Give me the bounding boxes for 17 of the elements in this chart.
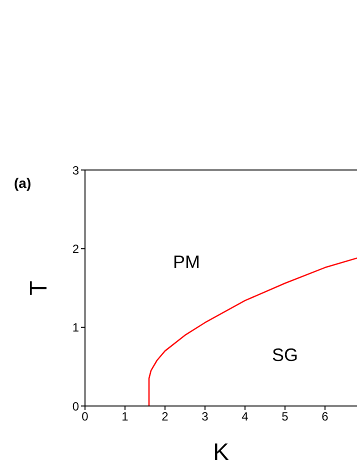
y-axis-title: T [26,280,53,296]
y-tick-label: 0 [72,399,80,414]
x-axis-title: K [212,439,230,462]
y-tick-label: 1 [72,320,80,335]
text: (a) [14,175,32,191]
x-tick-label: 6 [322,410,329,424]
x-tick-label: 4 [242,410,249,424]
x-tick-label: 3 [202,410,209,424]
x-tick-label: 1 [122,410,129,424]
line-series [148,257,357,406]
x-tick-label: 0 [82,410,89,424]
annotation: PM [173,252,200,273]
x-tick-label: 2 [162,410,169,424]
y-tick-label: 3 [72,163,80,178]
annotation: SG [272,345,298,366]
x-tick-label: 5 [282,410,289,424]
y-tick-label: 2 [72,242,80,256]
